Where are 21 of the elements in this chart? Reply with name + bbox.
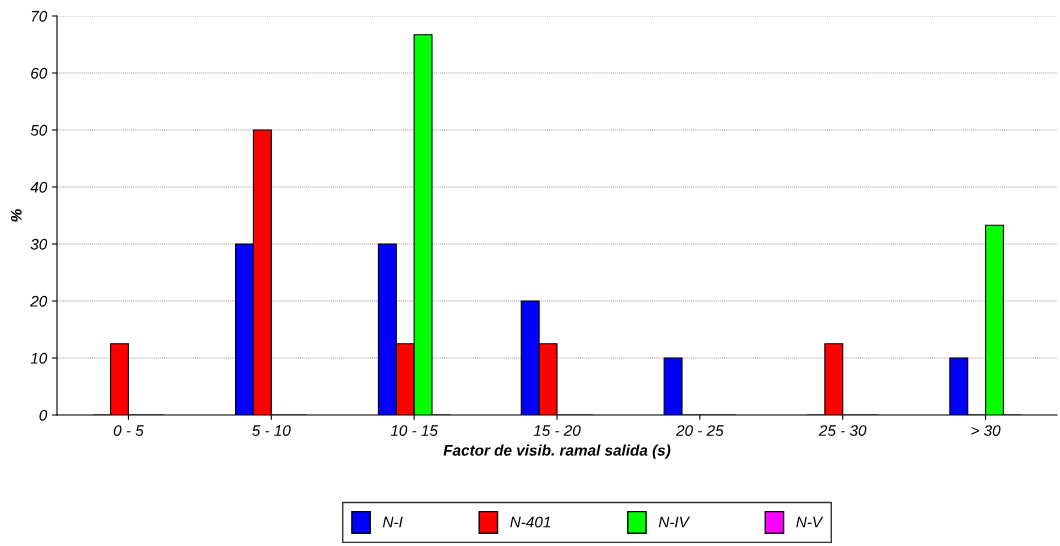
- y-tick-label: 60: [31, 67, 48, 79]
- x-tick-label: 10 - 15: [390, 425, 438, 436]
- y-tick-label: 20: [30, 295, 48, 307]
- legend-label: N-IV: [658, 516, 691, 528]
- y-tick-label: 50: [30, 124, 48, 136]
- legend-label: N-401: [510, 516, 551, 528]
- x-tick-label: > 30: [971, 425, 1001, 436]
- y-axis-title: %: [10, 209, 22, 222]
- x-tick-label: 0 - 5: [113, 425, 144, 436]
- x-tick-label: 25 - 30: [818, 425, 867, 436]
- legend-label: N-I: [382, 516, 403, 528]
- x-tick-label: 20 - 25: [675, 425, 724, 436]
- x-axis-title: Factor de visib. ramal salida (s): [443, 444, 671, 459]
- y-tick-label: 40: [30, 181, 48, 193]
- y-tick-label: 70: [31, 10, 48, 22]
- x-tick-label: 5 - 10: [252, 425, 291, 436]
- y-tick-label: 10: [30, 352, 48, 364]
- legend-label: N-V: [796, 516, 824, 528]
- x-tick-label: 15 - 20: [533, 425, 581, 436]
- y-tick-label: 0: [39, 409, 48, 421]
- y-tick-label: 30: [30, 238, 48, 250]
